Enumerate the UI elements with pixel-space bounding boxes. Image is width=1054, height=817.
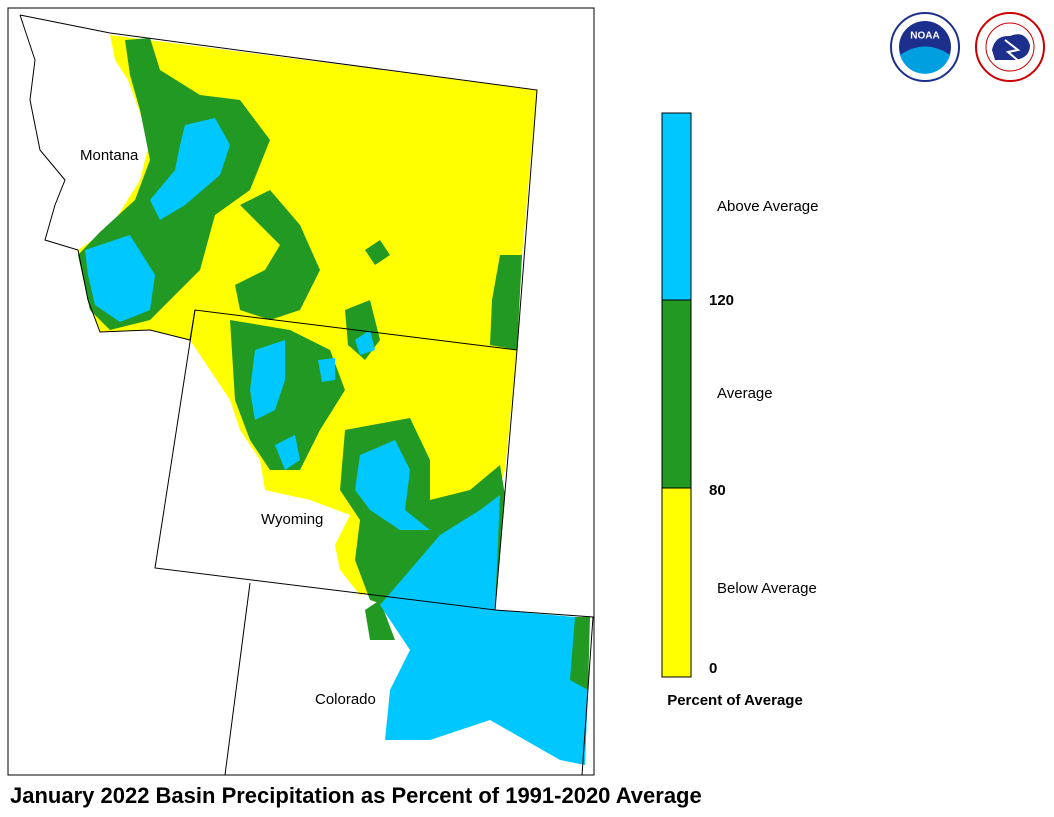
above-average-area [275,435,300,470]
above-average-area [250,340,285,420]
legend-swatch [661,487,692,678]
montana-boundary [19,14,538,351]
legend: Above Average Average Below Average 120 … [661,112,818,709]
legend-label: Below Average [717,580,817,597]
colorado-boundary [224,582,594,776]
average-area [235,190,320,320]
above-average-area [380,495,588,765]
above-average-area [355,440,430,530]
legend-label: Average [717,385,773,402]
above-average-area [85,235,155,322]
legend-title: Percent of Average [667,692,803,709]
above-average-area [355,330,375,355]
above-average-area [150,118,230,220]
logo-wave [900,46,950,74]
average-area [490,255,522,350]
state-label: Wyoming [261,511,323,528]
legend-swatch [661,299,692,489]
legend-threshold: 120 [709,292,734,309]
logo-cloud [992,34,1030,60]
legend-label: Above Average [717,198,818,215]
legend-threshold: 80 [709,482,726,499]
logo-text: NOAA [910,31,939,42]
average-area [365,600,395,640]
average-area [365,240,390,265]
map-title: January 2022 Basin Precipitation as Perc… [10,783,702,808]
noaa-logo: NOAA [890,12,960,82]
nws-logo [975,12,1045,82]
legend-swatch [661,112,692,301]
state-label: Montana [80,147,139,164]
wyoming-boundary [154,309,518,611]
logo-bolt [1004,39,1023,65]
basin-map [78,35,590,765]
state-label: Colorado [315,691,376,708]
legend-threshold: 0 [709,660,717,677]
above-average-area [318,358,335,382]
state-boundaries [19,14,594,776]
